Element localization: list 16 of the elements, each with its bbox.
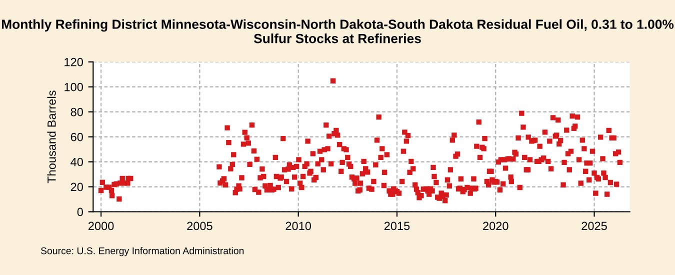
chart-title: Monthly Refining District Minnesota-Wisconsin-North Dakota-South Dakota Residual Fuel Oil, 0.31 to 1.00% Sulfur Stocks at Refineries [2, 19, 674, 44]
y-tick-label: 80 [70, 108, 83, 116]
y-tick-label: 100 [64, 82, 83, 92]
y-tick-label: 60 [70, 132, 83, 142]
source-note: Source: U.S. Energy Information Administration [40, 247, 244, 256]
y-tick-label: 120 [64, 58, 83, 66]
x-tick-label: 2015 [384, 222, 410, 230]
y-axis-title: Thousand Barrels [47, 90, 56, 184]
x-tick-label: 2020 [483, 222, 508, 230]
y-tick-label: 40 [70, 158, 83, 166]
x-tick-label: 2005 [187, 222, 212, 230]
x-tick-label: 2010 [286, 222, 311, 230]
y-tick-label: 0 [77, 208, 83, 216]
y-tick-label: 20 [70, 182, 83, 192]
x-tick-label: 2000 [88, 222, 114, 230]
x-tick-label: 2025 [582, 222, 607, 230]
